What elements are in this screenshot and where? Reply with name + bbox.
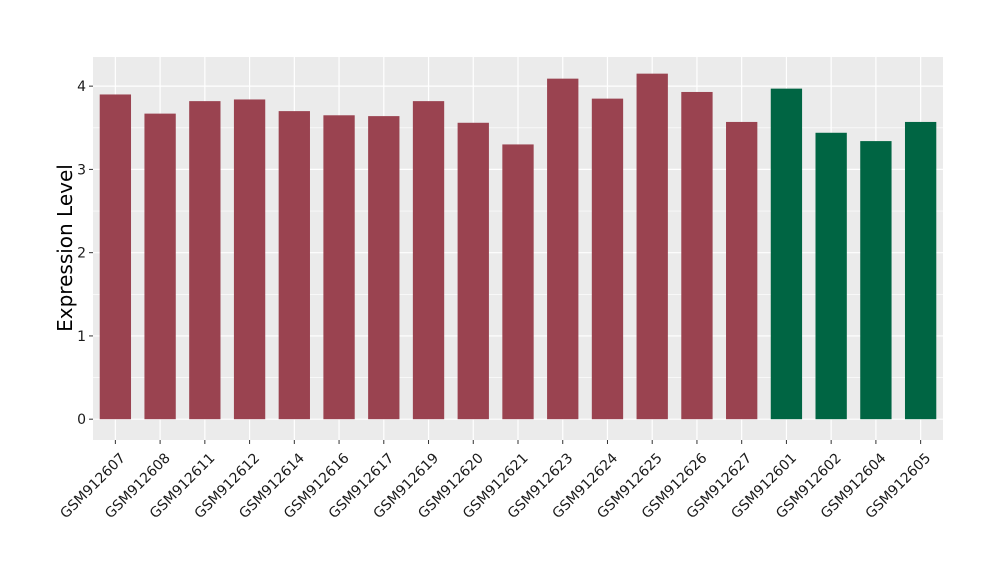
bar-GSM912612 [233,99,266,420]
bar-GSM912621 [502,144,534,420]
bar-GSM912619 [412,101,445,420]
x-axis: GSM912607GSM912608GSM912611GSM912612GSM9… [57,440,934,522]
bar-GSM912604 [860,141,892,420]
bar-GSM912617 [368,116,400,420]
bar-GSM912623 [547,78,579,420]
bar-GSM912614 [278,111,310,420]
y-axis-title: Expression Level [53,164,77,332]
y-tick-label: 0 [77,412,86,428]
bar-GSM912605 [904,121,937,420]
bar-GSM912608 [144,113,176,420]
y-tick-label: 4 [77,79,86,95]
y-tick-label: 1 [77,329,86,345]
bar-GSM912611 [189,101,221,420]
y-tick-label: 2 [77,246,86,262]
bar-GSM912625 [636,73,668,420]
bars [99,73,937,420]
bar-GSM912602 [815,132,847,420]
bar-GSM912626 [681,91,713,420]
bar-GSM912620 [457,122,489,420]
bar-GSM912624 [591,98,624,420]
bar-GSM912607 [99,94,132,420]
bar-GSM912627 [726,121,758,420]
y-axis: 0 1 2 3 4 [77,79,93,428]
bar-GSM912616 [323,115,355,420]
bar-GSM912601 [770,88,803,420]
y-tick-label: 3 [77,162,86,178]
